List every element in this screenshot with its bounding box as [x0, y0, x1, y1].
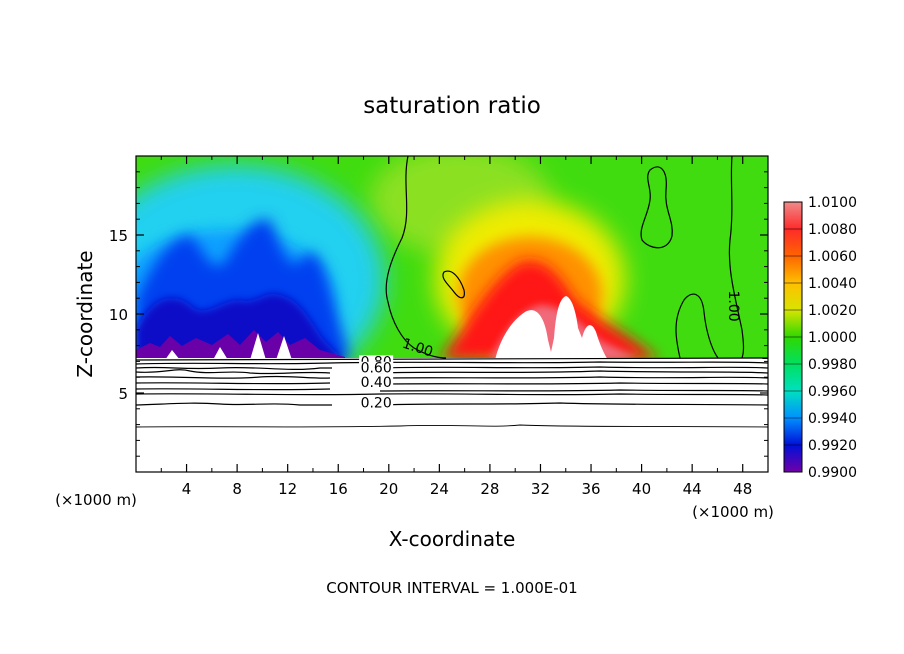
- y-tick-label: 15: [109, 227, 128, 245]
- contour-label: 0.40: [361, 375, 392, 391]
- contour-line-0-40: [136, 388, 768, 392]
- colorbar-label: 0.9920: [808, 438, 857, 454]
- contour-line-0-80: [136, 366, 768, 371]
- x-tick-label: 16: [329, 480, 348, 498]
- colorbar-label: 0.9980: [808, 357, 857, 373]
- contour-line-1-00-far-right: [728, 156, 745, 359]
- contour-line-0-90: [136, 361, 768, 365]
- colorbar-label: 1.0060: [808, 249, 857, 265]
- y-axis-ticks: 5 10 15: [109, 171, 768, 457]
- chart-title: saturation ratio: [363, 93, 541, 119]
- contour-line-1-00-right: [675, 293, 719, 359]
- x-tick-label: 4: [182, 480, 192, 498]
- y-axis-label: Z-coordinate: [73, 250, 97, 377]
- contour-line-0-30: [136, 393, 768, 396]
- colorbar-label: 1.0020: [808, 303, 857, 319]
- colorbar-label: 1.0000: [808, 330, 857, 346]
- x-tick-label: 12: [278, 480, 297, 498]
- colorbar-label: 0.9940: [808, 411, 857, 427]
- x-unit-label-left: (×1000 m): [55, 491, 137, 509]
- field-purple-fringe: [136, 330, 345, 362]
- contour-line-0-10: [136, 424, 768, 428]
- colorbar-label: 0.9960: [808, 384, 857, 400]
- x-unit-label-right: (×1000 m): [692, 503, 774, 521]
- contour-label-bg: [359, 396, 394, 409]
- y-tick-label: 5: [118, 385, 128, 403]
- contour-line-0-50: [136, 382, 768, 385]
- x-tick-label: 32: [531, 480, 550, 498]
- x-tick-label: 40: [632, 480, 651, 498]
- contour-label: 0.60: [361, 361, 392, 377]
- contour-lines: [136, 156, 768, 428]
- contour-line-0-70: [136, 369, 768, 375]
- y-tick-label: 10: [109, 306, 128, 324]
- x-axis-ticks: 4 8 12 16 20 24 28 32 36 40 44 48: [160, 156, 752, 498]
- x-tick-label: 48: [733, 480, 752, 498]
- x-tick-label: 28: [480, 480, 499, 498]
- contour-line-1-00: [385, 156, 447, 359]
- contour-line-1-00-closed-tall: [640, 166, 673, 249]
- contour-label-bg: [359, 361, 394, 374]
- contour-interval-footer: CONTOUR INTERVAL = 1.000E-01: [326, 579, 577, 597]
- colorbar-label: 1.0080: [808, 222, 857, 238]
- x-tick-label: 24: [430, 480, 449, 498]
- field-white-holes: [495, 296, 608, 360]
- heatmap-field: [136, 156, 768, 472]
- x-tick-label: 44: [683, 480, 702, 498]
- contour-cloud-base: [136, 357, 768, 361]
- contour-line-0-60: [136, 375, 768, 379]
- colorbar-label: 1.0100: [808, 195, 857, 211]
- x-tick-label: 20: [379, 480, 398, 498]
- x-axis-label: X-coordinate: [389, 527, 516, 551]
- contour-line-0-20: [136, 402, 768, 406]
- contour-label: 0.20: [361, 395, 392, 411]
- field-white-notches: [165, 333, 292, 360]
- contour-line-1-00-closed-small: [442, 270, 465, 299]
- contour-label-bg: [359, 375, 394, 388]
- colorbar-label: 0.9900: [808, 465, 857, 481]
- contour-labels: 0.800.600.400.201.001.00: [359, 291, 741, 411]
- colorbar: 1.0100 1.0080 1.0060 1.0040 1.0020 1.0000 0.99…: [783, 195, 857, 481]
- x-tick-label: 36: [581, 480, 600, 498]
- contour-label: 1.00: [725, 291, 741, 322]
- field-below-cloud-base: [136, 358, 768, 472]
- x-tick-label: 8: [232, 480, 242, 498]
- colorbar-label: 1.0040: [808, 276, 857, 292]
